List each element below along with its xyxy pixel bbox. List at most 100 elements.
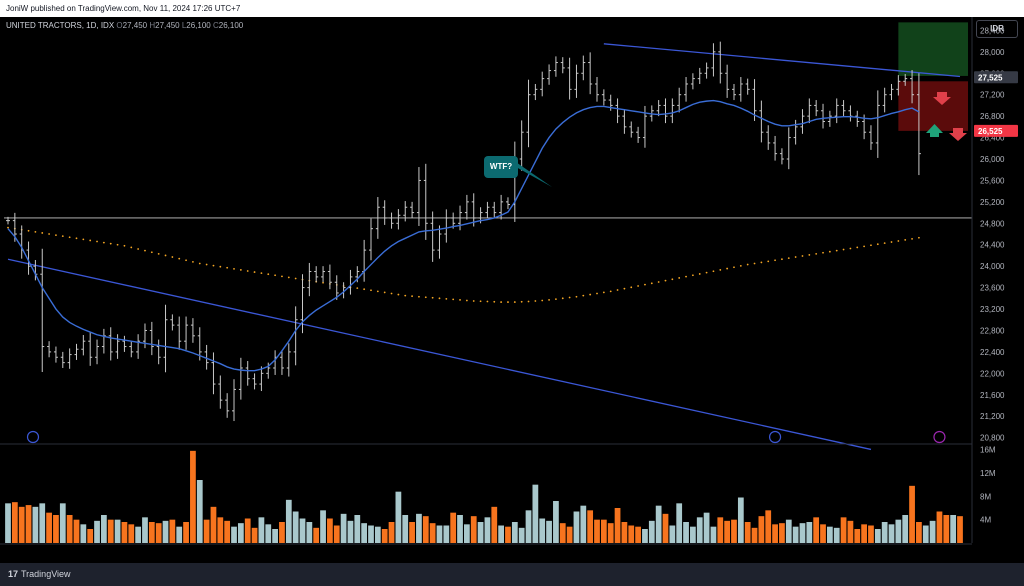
upper-price-badge-label: 27,525 [978, 73, 1003, 82]
ma-slow-point [41, 232, 44, 234]
volume-bar [279, 522, 285, 543]
ohlc-bar [553, 56, 558, 77]
volume-bar [792, 526, 799, 543]
volume-bar [148, 522, 155, 543]
price-tick-label: 25,600 [980, 176, 1005, 185]
volume-bar [553, 501, 559, 543]
axes: 28,40028,00027,60027,20026,80026,40026,0… [0, 17, 1018, 545]
ma-slow-point [246, 270, 249, 272]
volume-bar [354, 515, 361, 543]
ma-slow-point [664, 279, 667, 282]
volume-bar [559, 523, 566, 543]
ohlc-bar [485, 201, 490, 218]
ohlc-bar [868, 125, 873, 150]
ohlc-bar [581, 55, 586, 81]
ma-slow-point [616, 289, 619, 291]
volume-bar [573, 511, 580, 543]
volume-bar [450, 512, 457, 543]
ma-slow-point [102, 241, 105, 244]
volume-bar [628, 525, 635, 543]
volume-bar [710, 526, 717, 543]
ma-slow-point [787, 257, 790, 260]
volume-bar [690, 526, 696, 543]
ma-slow-point [555, 298, 557, 301]
volume-bar [121, 522, 128, 543]
volume-bar [881, 522, 888, 543]
volume-bar [635, 526, 641, 543]
ohlc-bar [142, 323, 147, 349]
ohlc-bar [177, 316, 182, 350]
price-tick-label: 26,400 [980, 134, 1005, 143]
ohlc-bar [656, 100, 661, 117]
ma-slow-point [157, 252, 160, 255]
volume-bar [368, 525, 374, 543]
volume-bar [943, 515, 950, 543]
ma-slow-point [650, 282, 653, 285]
volume-bar [621, 522, 628, 543]
ohlc-bar [362, 239, 367, 282]
ohlc-bar [903, 74, 908, 86]
ma-slow-point [870, 244, 872, 247]
trendline-2 [603, 43, 961, 78]
ohlc-bar [204, 344, 209, 370]
price-tick-label: 22,800 [980, 326, 1005, 335]
volume-tick-label: 16M [980, 446, 996, 455]
volume-bar [409, 522, 415, 543]
ohlc-bar [519, 120, 524, 171]
chart-frame[interactable]: 28,40028,00027,60027,20026,80026,40026,0… [0, 17, 1024, 586]
volume-bar [902, 515, 909, 543]
ohlc-bar [786, 127, 791, 170]
ohlc-bar [410, 201, 415, 218]
ma-slow-point [698, 273, 701, 275]
ohlc-bar [444, 209, 449, 243]
ma-slow-point [856, 246, 859, 249]
volume-bar [648, 520, 655, 543]
volume-bar [737, 497, 744, 543]
volume-bar [53, 515, 59, 543]
ohlc-bar [615, 98, 620, 124]
volume-bar [669, 525, 676, 543]
split-event-icon [933, 430, 946, 444]
legend-close: 26,100 [218, 21, 244, 30]
ma-slow-point [431, 296, 434, 299]
stop-zone [898, 81, 968, 131]
ma-slow-point [842, 248, 845, 251]
ohlc-bar [622, 109, 627, 134]
volume-bar [183, 522, 189, 543]
ohlc-bar [588, 52, 593, 95]
currency-button[interactable]: IDR [976, 20, 1018, 38]
ohlc-bar [348, 269, 353, 295]
ohlc-bar [759, 100, 764, 143]
ma-slow-point [287, 276, 290, 279]
volume-bar [347, 520, 354, 543]
ohlc-bar [889, 83, 894, 101]
ohlc-bar [266, 362, 271, 379]
ohlc-bar [663, 98, 668, 124]
volume-bar [142, 517, 148, 543]
volume-bar [374, 526, 381, 543]
volume-bar [381, 529, 388, 543]
ohlc-bar [827, 110, 832, 127]
ma-slow-point [438, 297, 441, 300]
ohlc-bar [26, 241, 31, 275]
ohlc-bar [505, 197, 510, 210]
ma-slow-point [781, 258, 783, 261]
volume-bar [11, 502, 18, 543]
volume-bar [190, 450, 196, 543]
volume-bar [327, 518, 333, 543]
ma-slow-point [589, 293, 592, 296]
volume-bar [5, 503, 11, 543]
publish-banner: JoniW published on TradingView.com, Nov … [0, 0, 1024, 17]
tradingview-brand[interactable]: 17 TradingView [8, 569, 71, 579]
volume-bar [299, 518, 306, 543]
ma-slow-point [767, 260, 770, 263]
ma-slow-point [459, 299, 461, 301]
volume-bar [587, 510, 594, 543]
ohlc-bar [738, 77, 743, 102]
ohlc-bar [821, 103, 826, 129]
volume-bar [196, 480, 203, 543]
target-zone [898, 22, 968, 76]
ma-slow-point [733, 266, 735, 269]
ohlc-bar [389, 212, 394, 229]
price-volume-chart[interactable]: 28,40028,00027,60027,20026,80026,40026,0… [0, 17, 1024, 546]
